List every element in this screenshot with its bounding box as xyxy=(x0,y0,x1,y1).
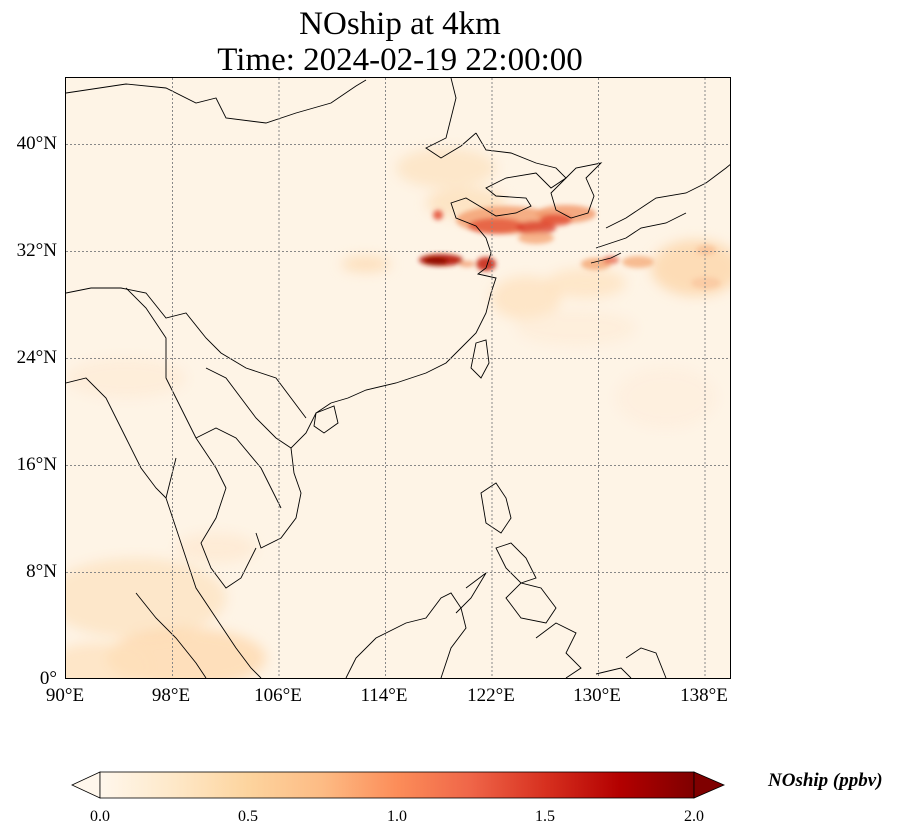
concentration-field xyxy=(66,148,730,678)
lon-tick-label: 130°E xyxy=(573,685,621,706)
map-timestamp: Time: 2024-02-19 22:00:00 xyxy=(217,42,583,78)
lon-tick-label: 106°E xyxy=(254,685,302,706)
colorbar-tick-label: 1.5 xyxy=(535,808,555,825)
colorbar-tick-label: 1.0 xyxy=(387,808,407,825)
lat-tick-label: 16°N xyxy=(16,454,57,475)
map-title: NOship at 4km xyxy=(299,6,501,42)
colorbar-tick-label: 2.0 xyxy=(684,808,704,825)
colorbar-tick-label: 0.0 xyxy=(90,808,110,825)
colorbar-gradient xyxy=(71,771,726,799)
lon-tick-label: 114°E xyxy=(360,685,408,706)
colorbar-label: NOship (ppbv) xyxy=(768,770,883,791)
map-panel xyxy=(65,77,731,679)
map-canvas xyxy=(66,78,730,678)
lon-tick-label: 98°E xyxy=(151,685,191,706)
lat-tick-label: 0° xyxy=(39,668,57,689)
lat-tick-label: 32°N xyxy=(16,240,57,261)
gridlines xyxy=(66,78,730,678)
coastlines xyxy=(66,78,730,678)
lat-tick-label: 24°N xyxy=(16,347,57,368)
colorbar-tick-label: 0.5 xyxy=(238,808,258,825)
lon-tick-label: 122°E xyxy=(467,685,515,706)
lat-tick-label: 8°N xyxy=(26,561,57,582)
lat-tick-label: 40°N xyxy=(16,133,57,154)
lon-tick-label: 90°E xyxy=(45,685,85,706)
colorbar xyxy=(70,770,726,807)
lon-tick-label: 138°E xyxy=(680,685,728,706)
